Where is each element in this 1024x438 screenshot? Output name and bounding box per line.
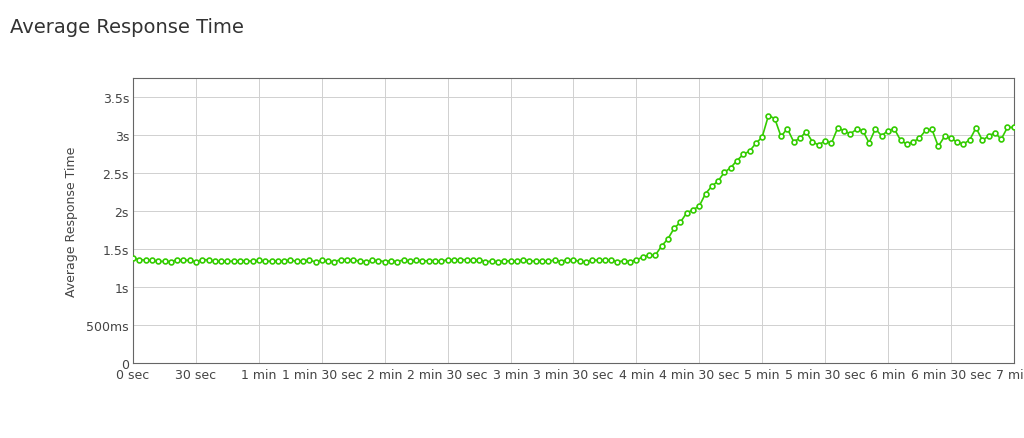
Text: Average Response Time: Average Response Time — [10, 18, 244, 36]
Y-axis label: Average Response Time: Average Response Time — [65, 146, 78, 296]
